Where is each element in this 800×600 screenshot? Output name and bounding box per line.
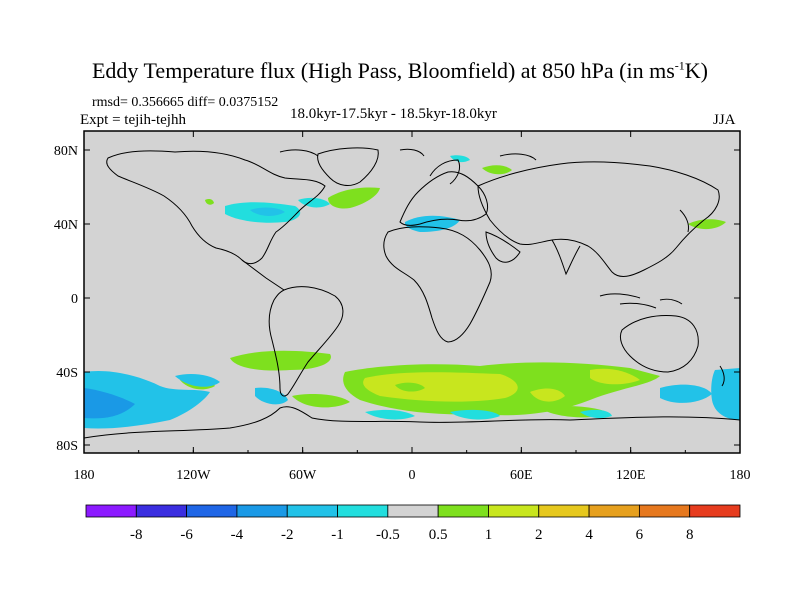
fill-positive-small-na [205,199,214,205]
lat-label: 40S [56,366,78,381]
fill-positive-sw-atl [395,382,425,392]
fill-negative-south-pacific-mid [175,374,220,387]
colorbar-swatch [437,504,489,518]
fill-negative-sindian2 [450,409,500,420]
coast-arabia [485,231,521,263]
colorbar-label: 2 [535,527,543,543]
period-label: 18.0kyr-17.5kyr - 18.5kyr-18.0kyr [290,106,497,122]
lat-label: 80S [56,439,78,454]
fill-negative-sindian3 [580,409,612,419]
expt-label: Expt = tejih-tejhh [80,112,186,128]
colorbar-label: -2 [281,527,294,543]
fill-negative-med [404,215,460,232]
colorbar-label: -8 [130,527,143,543]
lon-label: 0 [409,468,416,483]
fill-negative-antarctic-peninsula [255,387,288,405]
fill-positive-npacific [688,219,726,230]
anomaly-fills [84,155,740,429]
coast-scandinavia [429,159,461,185]
colorbar-swatch [538,504,590,518]
coast-new-zealand [719,365,725,387]
coast-antarctica [83,406,741,439]
coast-india [551,239,581,276]
colorbar-swatch [85,504,137,518]
coast-australia [619,315,699,373]
plot-title: Eddy Temperature flux (High Pass, Bloomf… [91,58,708,83]
colorbar-swatch [236,504,288,518]
stats-text: rmsd= 0.356665 diff= 0.0375152 [92,95,279,110]
coast-central-america [241,259,285,291]
lon-label: 180 [74,468,95,483]
colorbar-label: 4 [585,527,593,543]
lon-label: 60W [289,468,317,483]
coast-greenland [317,147,379,186]
lon-label: 120W [176,468,211,483]
lat-label: 80N [54,144,78,159]
colorbar-label: 8 [686,527,694,543]
fill-positive-siberia [482,165,512,175]
fill-positive-south-yellow [363,372,518,402]
colorbar-swatch [638,504,691,518]
coast-europe [399,171,489,226]
coast-north-america [106,150,326,265]
colorbar-label: 6 [636,527,644,543]
coast-asia [477,161,720,277]
colorbar-swatch [135,504,188,518]
colorbar-label: -4 [231,527,244,543]
coast-japan [679,209,689,233]
fill-negative-australia-south [660,384,712,403]
fill-positive-north-atlantic [328,187,380,209]
coast-africa [383,226,492,343]
map-axes: 80N 40N 0 40S 80S 180 120W 60W 0 60E 120E 180 [54,131,751,483]
coastlines [83,147,741,439]
colorbar-label: 1 [485,527,493,543]
colorbar-label: -0.5 [376,527,400,543]
fill-positive-indian [590,368,640,385]
colorbar-swatch [286,504,338,518]
colorbar-swatch [488,504,540,518]
lon-label: 60E [510,468,533,483]
fill-negative-east-edge [711,368,740,420]
lon-label: 180 [730,468,751,483]
fill-positive-south-yellow2 [530,388,565,402]
colorbar-label: 0.5 [429,527,448,543]
coast-indonesia [599,293,683,309]
colorbar-swatch [588,504,640,518]
lon-label: 120E [616,468,646,483]
lat-label: 0 [71,292,78,307]
season-label: JJA [713,112,736,128]
colorbar: -8 -6 -4 -2 -1 -0.5 0.5 1 2 4 6 8 [85,504,741,543]
colorbar-swatch [186,504,238,518]
fill-negative-north-atlantic2 [250,207,285,216]
colorbar-swatch [337,504,389,518]
lat-label: 40N [54,218,78,233]
fill-positive-patagonia [292,394,350,408]
colorbar-swatch [689,504,741,518]
coast-arctic-islands [279,148,537,161]
fill-negative-south-pacific-west2 [84,388,135,419]
colorbar-label: -1 [331,527,344,543]
colorbar-label: -6 [180,527,193,543]
fill-negative-weddell [365,409,415,420]
colorbar-swatch [387,504,439,518]
coast-south-america [268,286,344,397]
